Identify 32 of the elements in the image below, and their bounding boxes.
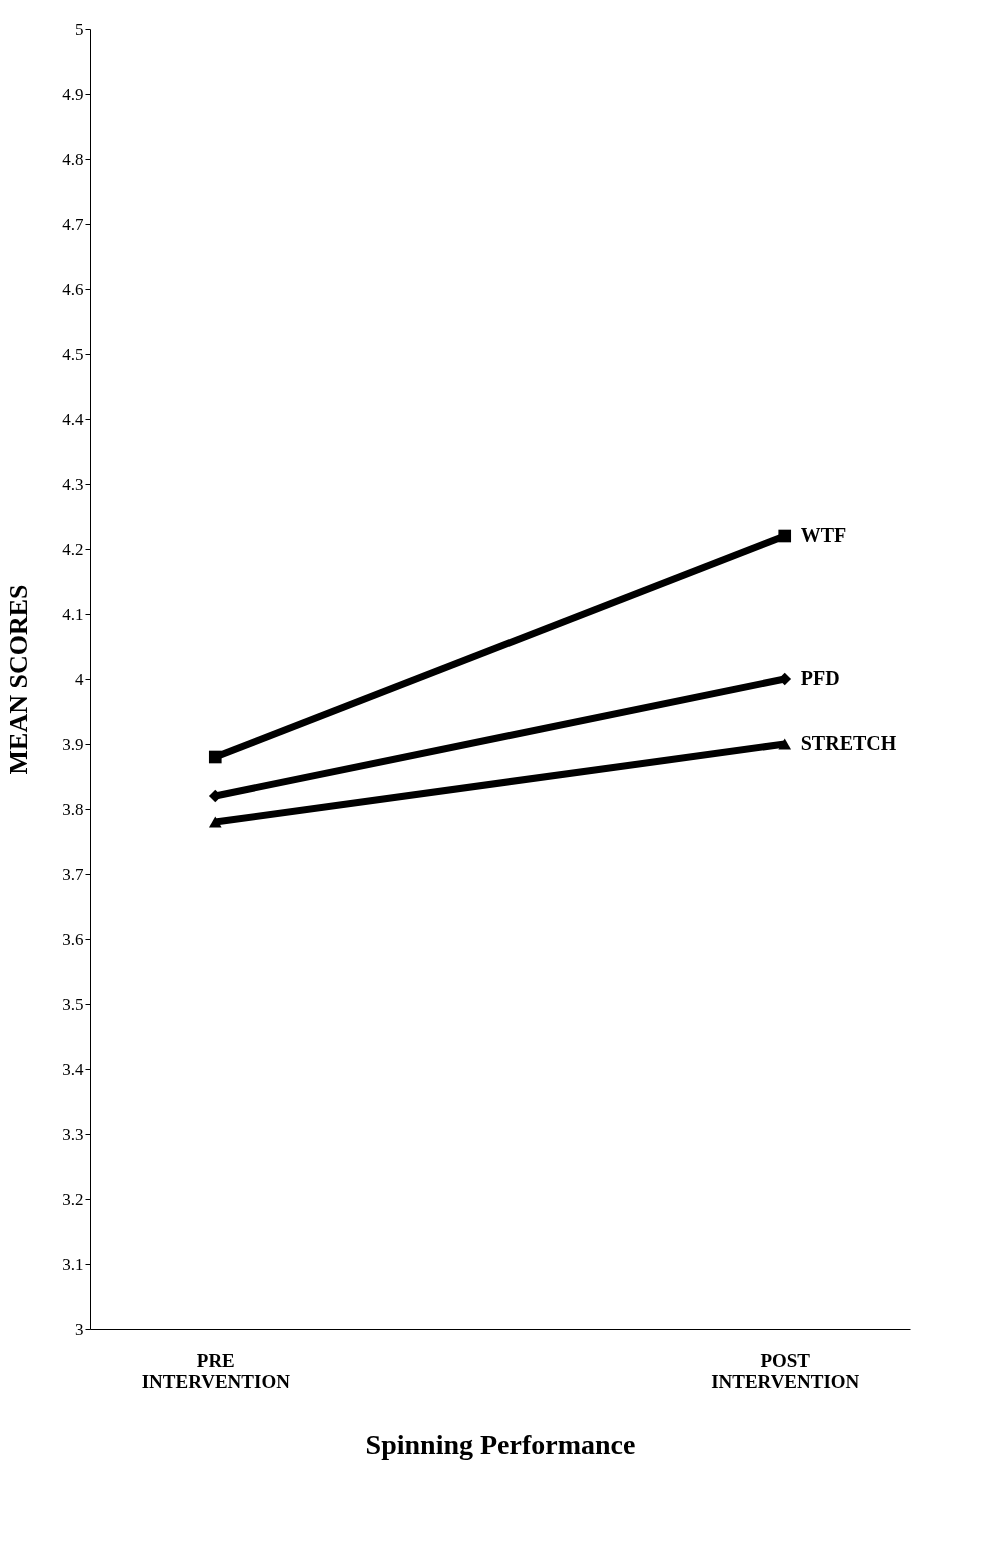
- y-tick-label: 4.1: [62, 604, 84, 624]
- x-axis-title: Spinning Performance: [365, 1428, 636, 1460]
- point: [778, 672, 792, 686]
- series-label: STRETCH: [800, 732, 897, 754]
- point: [208, 789, 222, 803]
- y-tick-label: 3: [75, 1319, 84, 1339]
- y-tick-label: 3.7: [62, 864, 84, 884]
- y-tick-label: 4.3: [62, 474, 84, 494]
- y-tick-label: 4.6: [62, 279, 84, 299]
- x-tick-label: POST INTERVENTION: [711, 1349, 860, 1392]
- y-tick-label: 4: [75, 669, 84, 689]
- y-tick-label: 3.6: [62, 929, 84, 949]
- y-tick-label: 5: [75, 19, 84, 39]
- y-tick-label: 3.1: [62, 1254, 84, 1274]
- y-tick-label: 3.4: [62, 1059, 84, 1079]
- y-tick-label: 4.2: [62, 539, 84, 559]
- series-label: WTF: [800, 524, 847, 546]
- y-tick-label: 4.8: [62, 149, 84, 169]
- y-tick-label: 4.9: [62, 84, 84, 104]
- series-label: PFD: [800, 667, 840, 689]
- point: [208, 750, 222, 764]
- x-tick-label: PRE INTERVENTION: [141, 1349, 291, 1392]
- y-tick-label: 4.4: [62, 409, 84, 429]
- y-tick-label: 3.9: [62, 734, 84, 754]
- y-tick-label: 4.5: [62, 344, 84, 364]
- y-tick-label: 3.2: [62, 1189, 84, 1209]
- point: [778, 529, 792, 543]
- y-tick-label: 4.7: [62, 214, 84, 234]
- y-tick-label: 3.3: [62, 1124, 84, 1144]
- y-tick-label: 3.5: [62, 994, 84, 1014]
- y-tick-label: 3.8: [62, 799, 84, 819]
- y-axis-title: MEAN SCORES: [4, 584, 34, 775]
